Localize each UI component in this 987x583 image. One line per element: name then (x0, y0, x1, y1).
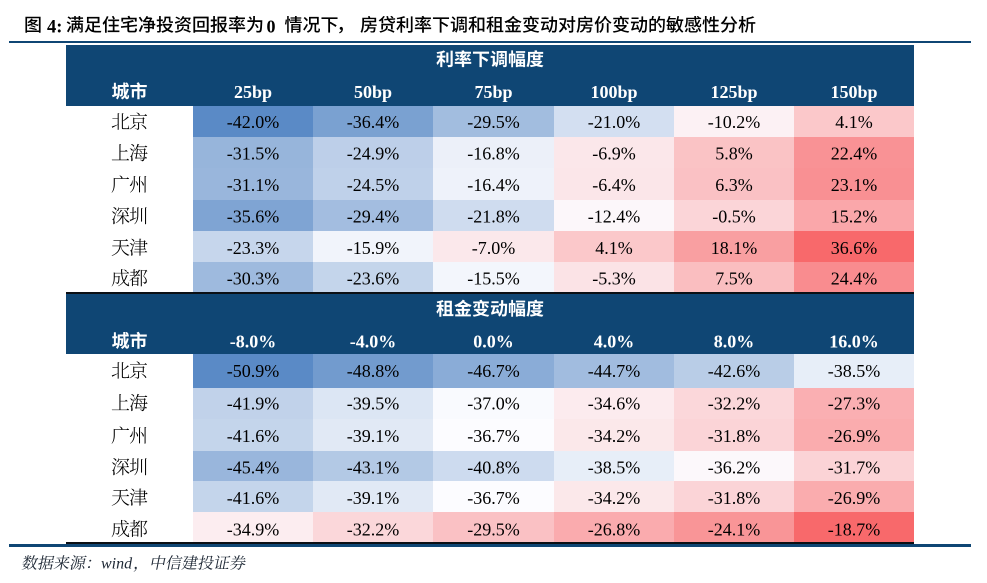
svg-text:-24.1%: -24.1% (708, 519, 761, 539)
svg-text:-36.2%: -36.2% (708, 458, 761, 478)
svg-text:-16.8%: -16.8% (467, 144, 520, 164)
svg-text:-21.8%: -21.8% (467, 207, 520, 227)
svg-text:25bp: 25bp (234, 82, 272, 102)
svg-text:-30.3%: -30.3% (227, 269, 280, 289)
svg-text:-29.5%: -29.5% (467, 112, 520, 132)
svg-text:36.6%: 36.6% (831, 238, 878, 258)
svg-text:-34.2%: -34.2% (588, 426, 641, 446)
svg-text:-12.4%: -12.4% (588, 207, 641, 227)
svg-text:-38.5%: -38.5% (828, 361, 881, 381)
svg-text:-34.9%: -34.9% (227, 519, 280, 539)
svg-text:-31.5%: -31.5% (227, 144, 280, 164)
svg-text:-0.5%: -0.5% (712, 207, 756, 227)
svg-text:-26.9%: -26.9% (828, 488, 881, 508)
svg-text:-50.9%: -50.9% (227, 361, 280, 381)
svg-text:-36.4%: -36.4% (347, 112, 400, 132)
svg-text:-41.9%: -41.9% (227, 393, 280, 413)
svg-text:100bp: 100bp (590, 82, 637, 102)
svg-text:-15.5%: -15.5% (467, 269, 520, 289)
svg-text:-32.2%: -32.2% (347, 519, 400, 539)
svg-text:-42.6%: -42.6% (708, 361, 761, 381)
svg-text:-15.9%: -15.9% (347, 238, 400, 258)
svg-text:-24.9%: -24.9% (347, 144, 400, 164)
svg-text:-21.0%: -21.0% (588, 112, 641, 132)
svg-text:-5.3%: -5.3% (592, 269, 636, 289)
svg-text:-40.8%: -40.8% (467, 458, 520, 478)
svg-text:5.8%: 5.8% (715, 144, 753, 164)
svg-text:-23.3%: -23.3% (227, 238, 280, 258)
svg-text:-6.4%: -6.4% (592, 175, 636, 195)
svg-text:50bp: 50bp (354, 82, 392, 102)
svg-text:125bp: 125bp (710, 82, 757, 102)
svg-text:4.1%: 4.1% (595, 238, 633, 258)
svg-text:-48.8%: -48.8% (347, 361, 400, 381)
svg-text:-32.2%: -32.2% (708, 393, 761, 413)
svg-text:-41.6%: -41.6% (227, 488, 280, 508)
svg-text:-43.1%: -43.1% (347, 458, 400, 478)
svg-text:-6.9%: -6.9% (592, 144, 636, 164)
svg-text:-39.5%: -39.5% (347, 393, 400, 413)
svg-text:24.4%: 24.4% (831, 269, 878, 289)
svg-text:4.1%: 4.1% (835, 112, 873, 132)
svg-text:22.4%: 22.4% (831, 144, 878, 164)
svg-text:-23.6%: -23.6% (347, 269, 400, 289)
svg-text:-24.5%: -24.5% (347, 175, 400, 195)
svg-text:-41.6%: -41.6% (227, 426, 280, 446)
svg-text:-44.7%: -44.7% (588, 361, 641, 381)
svg-text:6.3%: 6.3% (715, 175, 753, 195)
svg-text:-31.8%: -31.8% (708, 488, 761, 508)
svg-text:0: 0 (267, 16, 276, 36)
svg-text:-26.8%: -26.8% (588, 519, 641, 539)
svg-text:-31.1%: -31.1% (227, 175, 280, 195)
svg-text:-29.4%: -29.4% (347, 207, 400, 227)
svg-text:-29.5%: -29.5% (467, 519, 520, 539)
svg-text:16.0%: 16.0% (829, 332, 879, 352)
svg-text:-26.9%: -26.9% (828, 426, 881, 446)
svg-text:-35.6%: -35.6% (227, 207, 280, 227)
svg-text:-39.1%: -39.1% (347, 426, 400, 446)
svg-text:-18.7%: -18.7% (828, 519, 881, 539)
svg-text:150bp: 150bp (830, 82, 877, 102)
svg-text:-34.6%: -34.6% (588, 393, 641, 413)
svg-text:-37.0%: -37.0% (467, 393, 520, 413)
svg-text:7.5%: 7.5% (715, 269, 753, 289)
svg-text:-38.5%: -38.5% (588, 458, 641, 478)
svg-text:-39.1%: -39.1% (347, 488, 400, 508)
svg-text:0.0%: 0.0% (473, 332, 514, 352)
svg-text:-46.7%: -46.7% (467, 361, 520, 381)
svg-text:4.0%: 4.0% (594, 332, 635, 352)
svg-text:-34.2%: -34.2% (588, 488, 641, 508)
svg-text:-10.2%: -10.2% (708, 112, 761, 132)
svg-text:4:: 4: (47, 17, 62, 37)
svg-text:wind: wind (101, 556, 133, 573)
svg-text:-27.3%: -27.3% (828, 393, 881, 413)
svg-text:23.1%: 23.1% (831, 175, 878, 195)
svg-text:15.2%: 15.2% (831, 207, 878, 227)
svg-text:-7.0%: -7.0% (472, 238, 516, 258)
svg-text:-4.0%: -4.0% (350, 332, 397, 352)
svg-text:-42.0%: -42.0% (227, 112, 280, 132)
svg-text:-45.4%: -45.4% (227, 458, 280, 478)
svg-text:-31.7%: -31.7% (828, 458, 881, 478)
svg-text:-16.4%: -16.4% (467, 175, 520, 195)
svg-text:75bp: 75bp (474, 82, 512, 102)
svg-text:-36.7%: -36.7% (467, 488, 520, 508)
svg-text:-31.8%: -31.8% (708, 426, 761, 446)
svg-text:-8.0%: -8.0% (230, 332, 277, 352)
svg-text:18.1%: 18.1% (711, 238, 758, 258)
svg-text:-36.7%: -36.7% (467, 426, 520, 446)
svg-text:8.0%: 8.0% (714, 332, 755, 352)
